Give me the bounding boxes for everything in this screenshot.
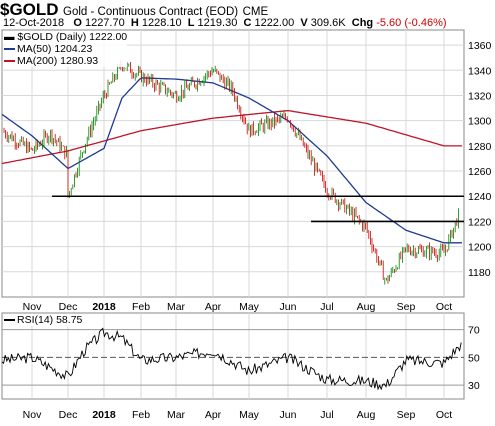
ma200-line (1, 109, 462, 165)
change-label: Chg (351, 17, 374, 29)
low-label: L (187, 17, 195, 29)
price-x-tick-label: Oct (436, 301, 452, 313)
rsi-y-tick-label: 30 (468, 380, 480, 392)
price-x-tick-label: Jun (280, 301, 297, 313)
low-value: 1219.30 (197, 17, 238, 29)
rsi-x-tick-label: Jul (320, 409, 333, 421)
price-y-tick-label: 1200 (468, 242, 492, 254)
rsi-y-tick-label: 70 (468, 325, 480, 337)
price-x-tick-label: 2018 (92, 301, 116, 313)
legend-price-label: $GOLD (Daily) 1222.00 (17, 31, 128, 43)
price-y-tick-label: 1260 (468, 166, 492, 178)
quote-line: 12-Oct-2018 O 1227.70 H 1228.10 L 1219.3… (3, 17, 447, 29)
open-label: O (73, 17, 82, 29)
rsi-legend: RSI(14) 58.75 (4, 314, 83, 326)
legend-price: ▬ $GOLD (Daily) 1222.00 (4, 31, 128, 43)
close-value: 1222.00 (254, 17, 295, 29)
price-y-tick-label: 1360 (468, 40, 492, 52)
legend-ma200-label: MA(200) 1280.93 (17, 55, 99, 67)
price-x-tick-label: Apr (205, 301, 222, 313)
rsi-x-tick-label: Apr (205, 409, 222, 421)
price-y-tick-label: 1240 (468, 191, 492, 203)
rsi-x-tick-label: Jun (280, 409, 297, 421)
price-x-tick-label: Aug (357, 301, 376, 313)
rsi-x-tick-label: 2018 (92, 409, 116, 421)
change-value: -5.60 (-0.46%) (376, 17, 447, 29)
exchange: CME (242, 6, 269, 18)
ma50-line (1, 77, 462, 244)
rsi-y-tick-label: 50 (468, 352, 480, 364)
chart-header: $GOLD Gold - Continuous Contract (EOD) C… (0, 0, 268, 20)
price-y-tick-label: 1280 (468, 141, 492, 153)
price-y-tick-label: 1340 (468, 65, 492, 77)
instrument-name: Gold - Continuous Contract (EOD) (63, 6, 239, 18)
price-x-tick-label: Mar (167, 301, 186, 313)
price-y-tick-label: 1320 (468, 90, 492, 102)
symbol: $GOLD (0, 0, 59, 19)
legend-ma50: MA(50) 1204.23 (4, 43, 127, 55)
price-x-tick-label: Nov (23, 301, 42, 313)
price-x-tick-label: Feb (132, 301, 150, 313)
rsi-x-tick-label: Oct (436, 409, 452, 421)
rsi-x-tick-label: Aug (357, 409, 376, 421)
rsi-x-tick-label: Mar (167, 409, 186, 421)
price-y-tick-label: 1300 (468, 116, 492, 128)
rsi-legend-label: RSI(14) 58.75 (17, 314, 83, 326)
rsi-x-tick-label: Feb (132, 409, 150, 421)
rsi-x-tick-label: May (239, 409, 260, 421)
legend-ma200: MA(200) 1280.93 (4, 55, 127, 67)
legend-ma50-label: MA(50) 1204.23 (17, 43, 93, 55)
close-label: C (243, 17, 252, 29)
quote-date: 12-Oct-2018 (3, 17, 65, 29)
volume-label: V (300, 17, 308, 29)
rsi-x-tick-label: Sep (397, 409, 416, 421)
high-value: 1228.10 (141, 17, 182, 29)
price-x-tick-label: Jul (320, 301, 333, 313)
rsi-line (1, 327, 462, 391)
price-x-tick-label: May (239, 301, 260, 313)
price-y-tick-label: 1180 (468, 267, 491, 279)
high-label: H (130, 17, 139, 29)
price-x-tick-label: Sep (397, 301, 416, 313)
price-legend: ▬ $GOLD (Daily) 1222.00 MA(50) 1204.23 M… (4, 31, 128, 67)
rsi-x-tick-label: Nov (23, 409, 42, 421)
price-x-tick-label: Dec (59, 301, 78, 313)
open-value: 1227.70 (84, 17, 125, 29)
volume-value: 309.6K (310, 17, 346, 29)
rsi-panel-frame (1, 312, 465, 400)
rsi-x-tick-label: Dec (59, 409, 78, 421)
price-y-tick-label: 1220 (468, 216, 492, 228)
